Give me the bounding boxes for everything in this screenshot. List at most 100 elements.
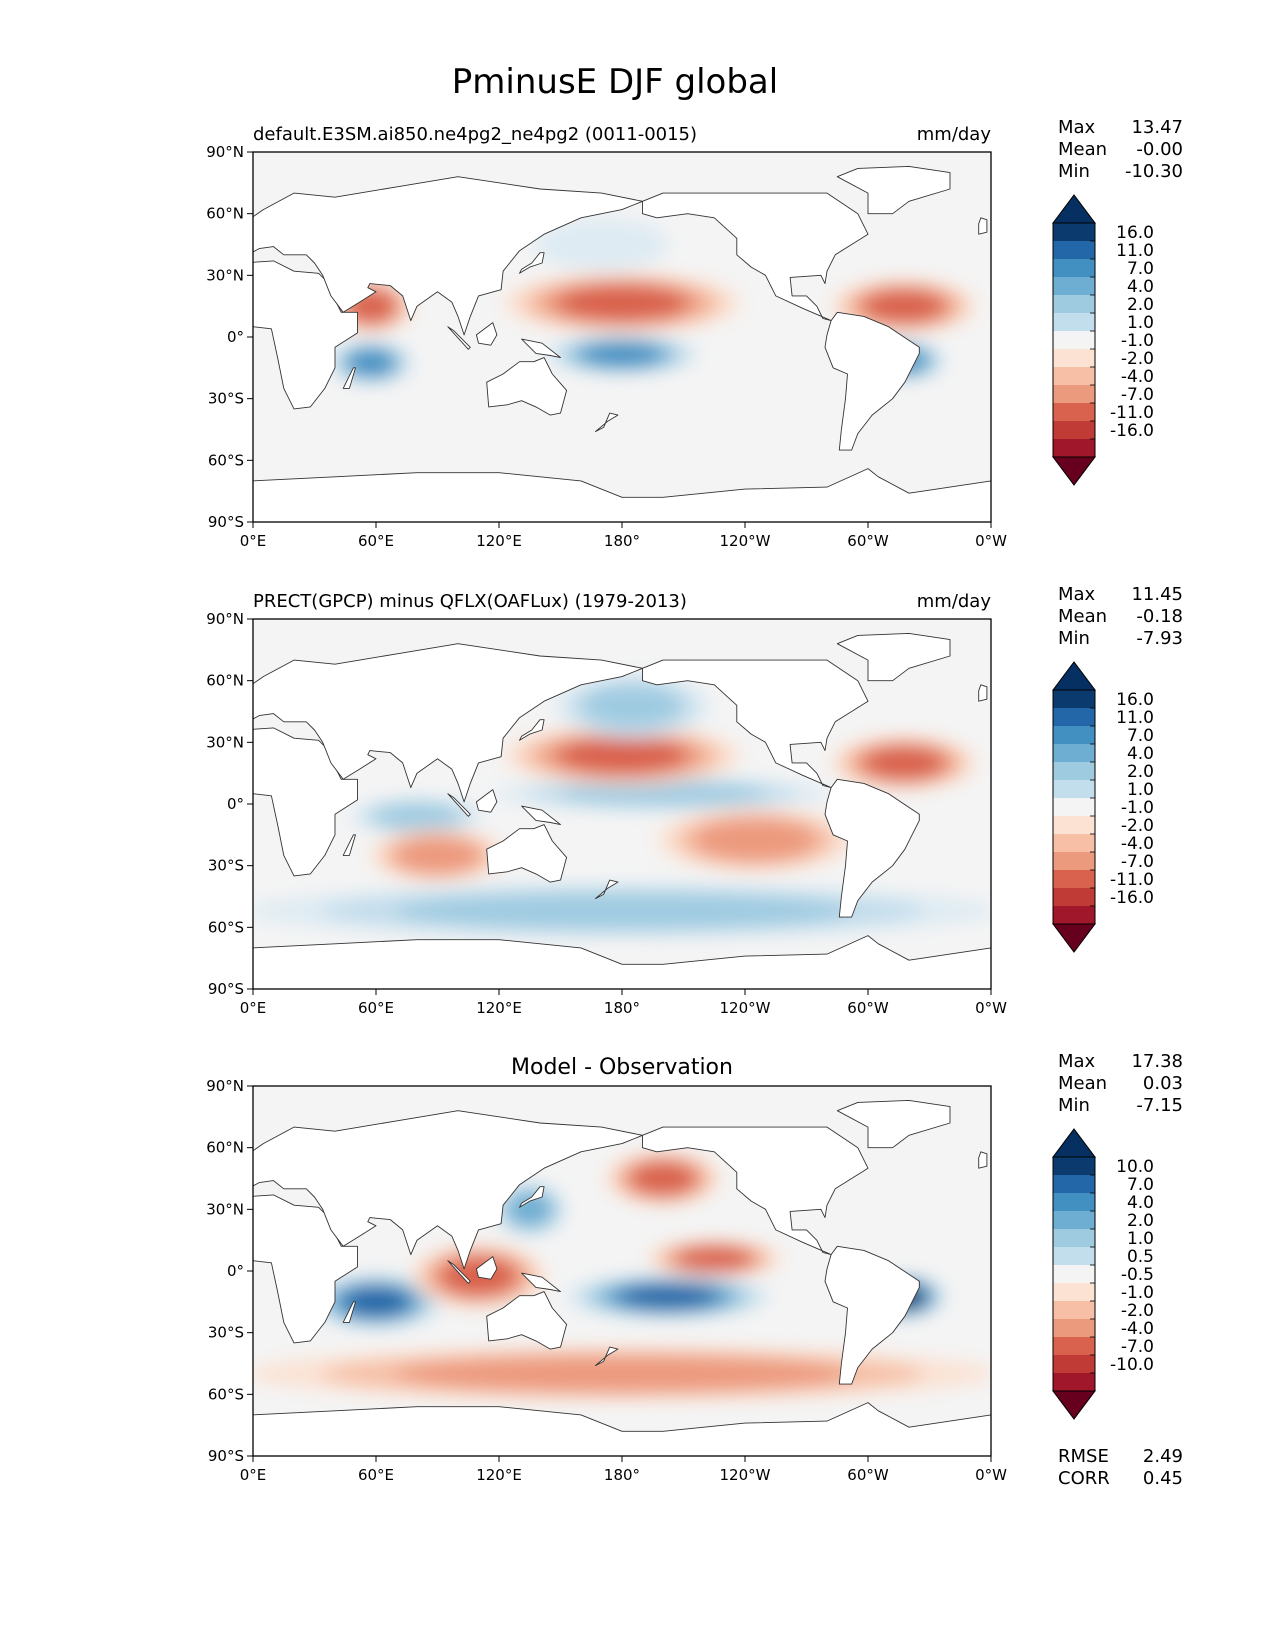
colorbar-label: -2.0 (1121, 1301, 1154, 1321)
extra-stat-label: CORR (1058, 1468, 1110, 1489)
field-contour-s-indian-subtropical-dry (394, 837, 481, 874)
stat-value: 11.45 (1131, 584, 1183, 605)
colorbar-cell (1053, 798, 1095, 817)
stats-block: Max 17.38 Mean 0.03 Min -7.15 RMSE 2.49 CORR 0.45 (1058, 1051, 1183, 1489)
land-layer (253, 165, 991, 522)
coastline-japan (519, 1186, 545, 1208)
coastline-madagascar (342, 367, 356, 389)
x-tick-label: 60°E (358, 999, 394, 1017)
y-tick-label: 90°S (208, 980, 244, 998)
coastline-samerica (824, 311, 920, 451)
colorbar-label: -16.0 (1110, 421, 1154, 441)
field-contour-n-atlantic-subtropical-dry (863, 289, 945, 323)
colorbar: 16.011.07.04.02.01.0-1.0-2.0-4.0-7.0-11.… (1052, 661, 1154, 953)
y-tick-label: 90°S (208, 513, 244, 531)
colorbar-label: 10.0 (1116, 1157, 1154, 1177)
colorbar-cell (1053, 852, 1095, 871)
coastline-newguinea (521, 338, 561, 359)
y-tick-label: 60°N (206, 1139, 244, 1157)
colorbar-extend-bottom (1052, 923, 1096, 953)
stat-label: Mean (1058, 606, 1107, 627)
stat-value: -7.15 (1136, 1095, 1183, 1116)
colorbar-cell (1053, 313, 1095, 332)
field-contour-n-pacific-storm-track-wet (534, 217, 669, 272)
panel-left-title: PRECT(GPCP) minus QFLX(OAFLux) (1979-201… (253, 591, 687, 612)
coastline-antarctica (253, 935, 991, 989)
y-tick-label: 90°S (208, 1447, 244, 1465)
colorbar-extend-top (1052, 194, 1096, 224)
colorbar: 16.011.07.04.02.01.0-1.0-2.0-4.0-7.0-11.… (1052, 194, 1154, 486)
x-tick-label: 120°W (720, 532, 771, 550)
colorbar-cell (1053, 241, 1095, 260)
stat-label: Mean (1058, 139, 1107, 160)
x-tick-label: 0°W (975, 532, 1007, 550)
colorbar-cell (1053, 331, 1095, 350)
coastline-eurasia (253, 176, 643, 336)
colorbar-label: -7.0 (1121, 1337, 1154, 1357)
x-tick-label: 60°W (847, 532, 889, 550)
colorbar-label: 0.5 (1127, 1247, 1154, 1267)
coastline-borneo (475, 1256, 498, 1280)
coastline-namerica (642, 659, 869, 789)
y-tick-label: 0° (227, 795, 244, 813)
colorbar-cell (1053, 367, 1095, 386)
coastline-uk (978, 217, 988, 235)
coastline-madagascar (342, 1301, 356, 1323)
coastline-sumatra (447, 1260, 471, 1284)
field-contour-southern-ocean-wet-belt (394, 892, 850, 930)
coastline-antarctica (253, 468, 991, 522)
map-area (253, 619, 991, 989)
colorbar-label: -7.0 (1121, 852, 1154, 872)
colorbar-extend-bottom (1052, 456, 1096, 486)
coastline-eurasia (253, 1110, 643, 1270)
y-tick-label: 30°N (206, 266, 244, 284)
colorbar-cell (1053, 385, 1095, 404)
colorbar-cell (1053, 295, 1095, 314)
colorbar-extend-top (1052, 661, 1096, 691)
colorbar-label: -7.0 (1121, 385, 1154, 405)
stat-label: Min (1058, 628, 1090, 649)
colorbar-label: -2.0 (1121, 349, 1154, 369)
x-tick-label: 120°E (476, 1466, 522, 1484)
coastline-japan (519, 719, 545, 741)
y-tick-label: 90°N (206, 610, 244, 628)
coastline-sumatra (447, 793, 471, 817)
colorbar-cell (1053, 1193, 1095, 1212)
field-contour-s-pacific-subtropical-dry (693, 818, 817, 862)
x-tick-label: 60°E (358, 1466, 394, 1484)
coastline-eurasia (253, 643, 643, 803)
coastline-sumatra (447, 326, 471, 350)
colorbar-label: -4.0 (1121, 367, 1154, 387)
colorbar-label: 4.0 (1127, 744, 1154, 764)
stat-label: Min (1058, 1095, 1090, 1116)
map-area (253, 152, 991, 522)
colorbar-label: -4.0 (1121, 834, 1154, 854)
panel-units: mm/day (917, 124, 992, 145)
field-contour-s-indian-ocean-positive (343, 1287, 409, 1317)
colorbar-cell (1053, 349, 1095, 368)
colorbar-label: -0.5 (1121, 1265, 1154, 1285)
field-contour-equatorial-pacific-negative (676, 1246, 753, 1272)
coastline-greenland (836, 632, 951, 682)
stat-value: 13.47 (1131, 117, 1183, 138)
colorbar-cell (1053, 1301, 1095, 1320)
colorbar-label: -1.0 (1121, 1283, 1154, 1303)
colorbar-cell (1053, 1337, 1095, 1356)
colorbar-label: -4.0 (1121, 1319, 1154, 1339)
y-tick-label: 90°N (206, 1077, 244, 1095)
colorbar-label: 2.0 (1127, 1211, 1154, 1231)
x-tick-label: 0°E (240, 532, 267, 550)
colorbar-cell (1053, 259, 1095, 278)
coastline-samerica (824, 778, 920, 918)
field-contour-n-pacific-subtropical-dry (557, 284, 687, 322)
colorbar-extend-top (1052, 1128, 1096, 1158)
panel-model: default.E3SM.ai850.ne4pg2_ne4pg2 (0011-0… (206, 117, 1183, 550)
x-tick-label: 0°W (975, 999, 1007, 1017)
panel-diff: Model - Observation 0°E 60°E 120°E 180° 120°W… (206, 1051, 1183, 1489)
colorbar-cell (1053, 888, 1095, 907)
coastline-namerica (642, 192, 869, 322)
field-contour-n-pacific-subtropical-dry (557, 737, 687, 774)
colorbar: 10.07.04.02.01.00.5-0.5-1.0-2.0-4.0-7.0-… (1052, 1128, 1154, 1420)
y-tick-label: 90°N (206, 143, 244, 161)
field-contour-n-atlantic-subtropical-dry (863, 746, 945, 780)
